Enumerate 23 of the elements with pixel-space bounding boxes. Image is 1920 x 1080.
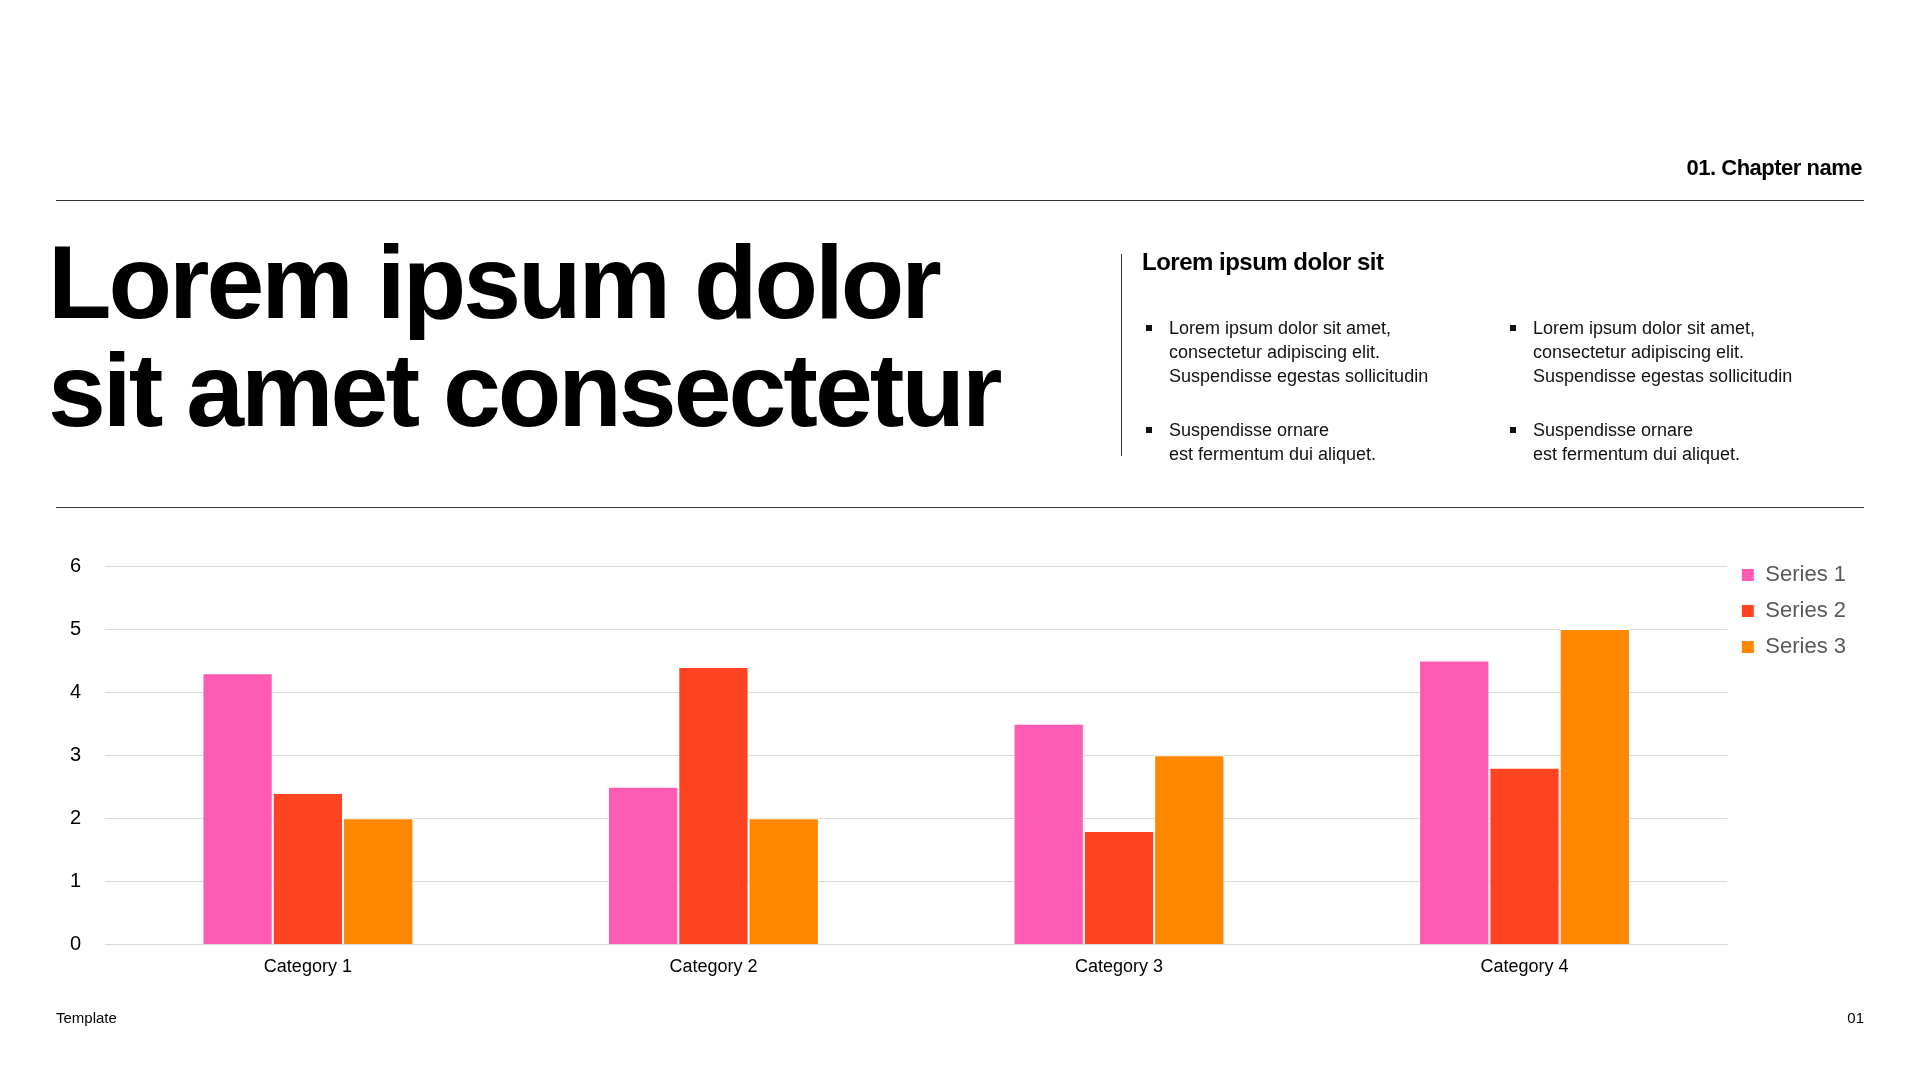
chart-title: Lorem ipsum dolor sit amet consectetur [48, 224, 1001, 448]
y-tick-label: 6 [70, 553, 82, 576]
text: Lorem ipsum dolor sit [1142, 248, 1384, 276]
x-tick-label: Category 4 [1480, 956, 1569, 977]
text: Lorem ipsum dolor sit amet, consectetur adipiscing elit. Suspendisse egestas sollicitudin [1533, 318, 1793, 386]
y-tick-label: 0 [70, 931, 82, 954]
x-tick-label: Category 1 [263, 956, 352, 977]
x-tick-label: Category 3 [1074, 956, 1164, 977]
y-tick-label: 2 [70, 805, 82, 828]
y-tick-label: 3 [70, 742, 82, 765]
y-tick-label: 5 [70, 616, 82, 639]
legend-label: Series 3 [1765, 633, 1847, 659]
y-tick-label: 1 [70, 868, 82, 891]
y-tick-label: 4 [70, 679, 82, 702]
text: Lorem ipsum dolor sit amet, consectetur adipiscing elit. Suspendisse egestas sollicitudin [1169, 318, 1429, 386]
text: Suspendisse ornare est fermentum dui aliquet. [1169, 420, 1377, 464]
legend-label: Series 2 [1765, 597, 1847, 623]
text: 01. Chapter name [1686, 155, 1862, 181]
text: Template [56, 1009, 117, 1026]
legend-label: Series 1 [1765, 561, 1847, 587]
x-tick-label: Category 2 [669, 956, 758, 977]
text: 01 [1847, 1009, 1864, 1026]
text: Suspendisse ornare est fermentum dui aliquet. [1533, 420, 1741, 464]
